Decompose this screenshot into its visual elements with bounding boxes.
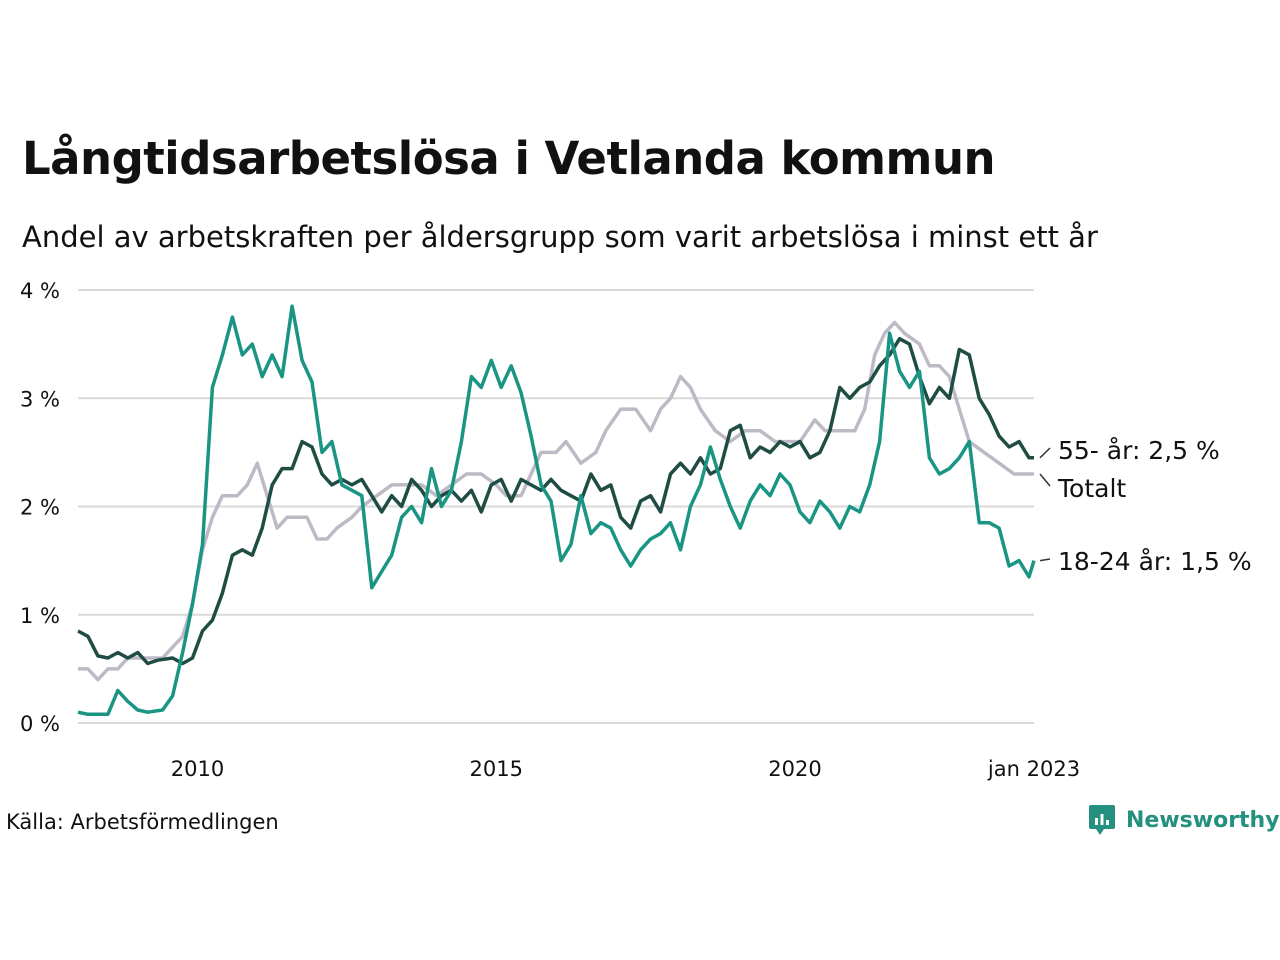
series-line-totalt xyxy=(78,320,1034,682)
label-leader-age_18_24 xyxy=(1039,558,1051,562)
end-label-age_55_plus: 55- år: 2,5 % xyxy=(1058,436,1220,465)
x-tick-label: 2015 xyxy=(470,757,523,781)
y-tick-label: 3 % xyxy=(20,387,60,411)
y-tick-label: 2 % xyxy=(20,496,60,520)
y-axis-tick-labels: 0 % 1 % 2 % 3 % 4 % xyxy=(20,279,60,736)
y-tick-label: 4 % xyxy=(20,279,60,303)
series-line-age_18_24 xyxy=(77,304,1036,717)
x-tick-label: jan 2023 xyxy=(987,757,1080,781)
end-label-totalt: Totalt xyxy=(1057,474,1126,503)
y-tick-label: 1 % xyxy=(20,604,60,628)
series-end-labels: Totalt 55- år: 2,5 % 18-24 år: 1,5 % xyxy=(1039,436,1252,576)
source-note: Källa: Arbetsförmedlingen xyxy=(6,810,279,834)
series-lines xyxy=(77,304,1036,717)
x-axis-tick-labels: 2010 2015 2020 jan 2023 xyxy=(171,757,1080,781)
bar-chart-speech-icon xyxy=(1089,805,1115,835)
chart-title: Långtidsarbetslösa i Vetlanda kommun xyxy=(22,132,996,185)
label-leader-age_55_plus xyxy=(1039,447,1051,459)
label-leader-totalt xyxy=(1039,473,1051,487)
chart-subtitle: Andel av arbetskraften per åldersgrupp s… xyxy=(22,220,1098,254)
x-tick-label: 2020 xyxy=(768,757,821,781)
end-label-age_18_24: 18-24 år: 1,5 % xyxy=(1058,547,1252,576)
y-tick-label: 0 % xyxy=(20,712,60,736)
series-line-age_55_plus xyxy=(77,336,1034,666)
brand-logo: Newsworthy xyxy=(1088,804,1280,836)
brand-name: Newsworthy xyxy=(1126,807,1280,833)
gridlines xyxy=(78,289,1034,724)
x-tick-label: 2010 xyxy=(171,757,224,781)
